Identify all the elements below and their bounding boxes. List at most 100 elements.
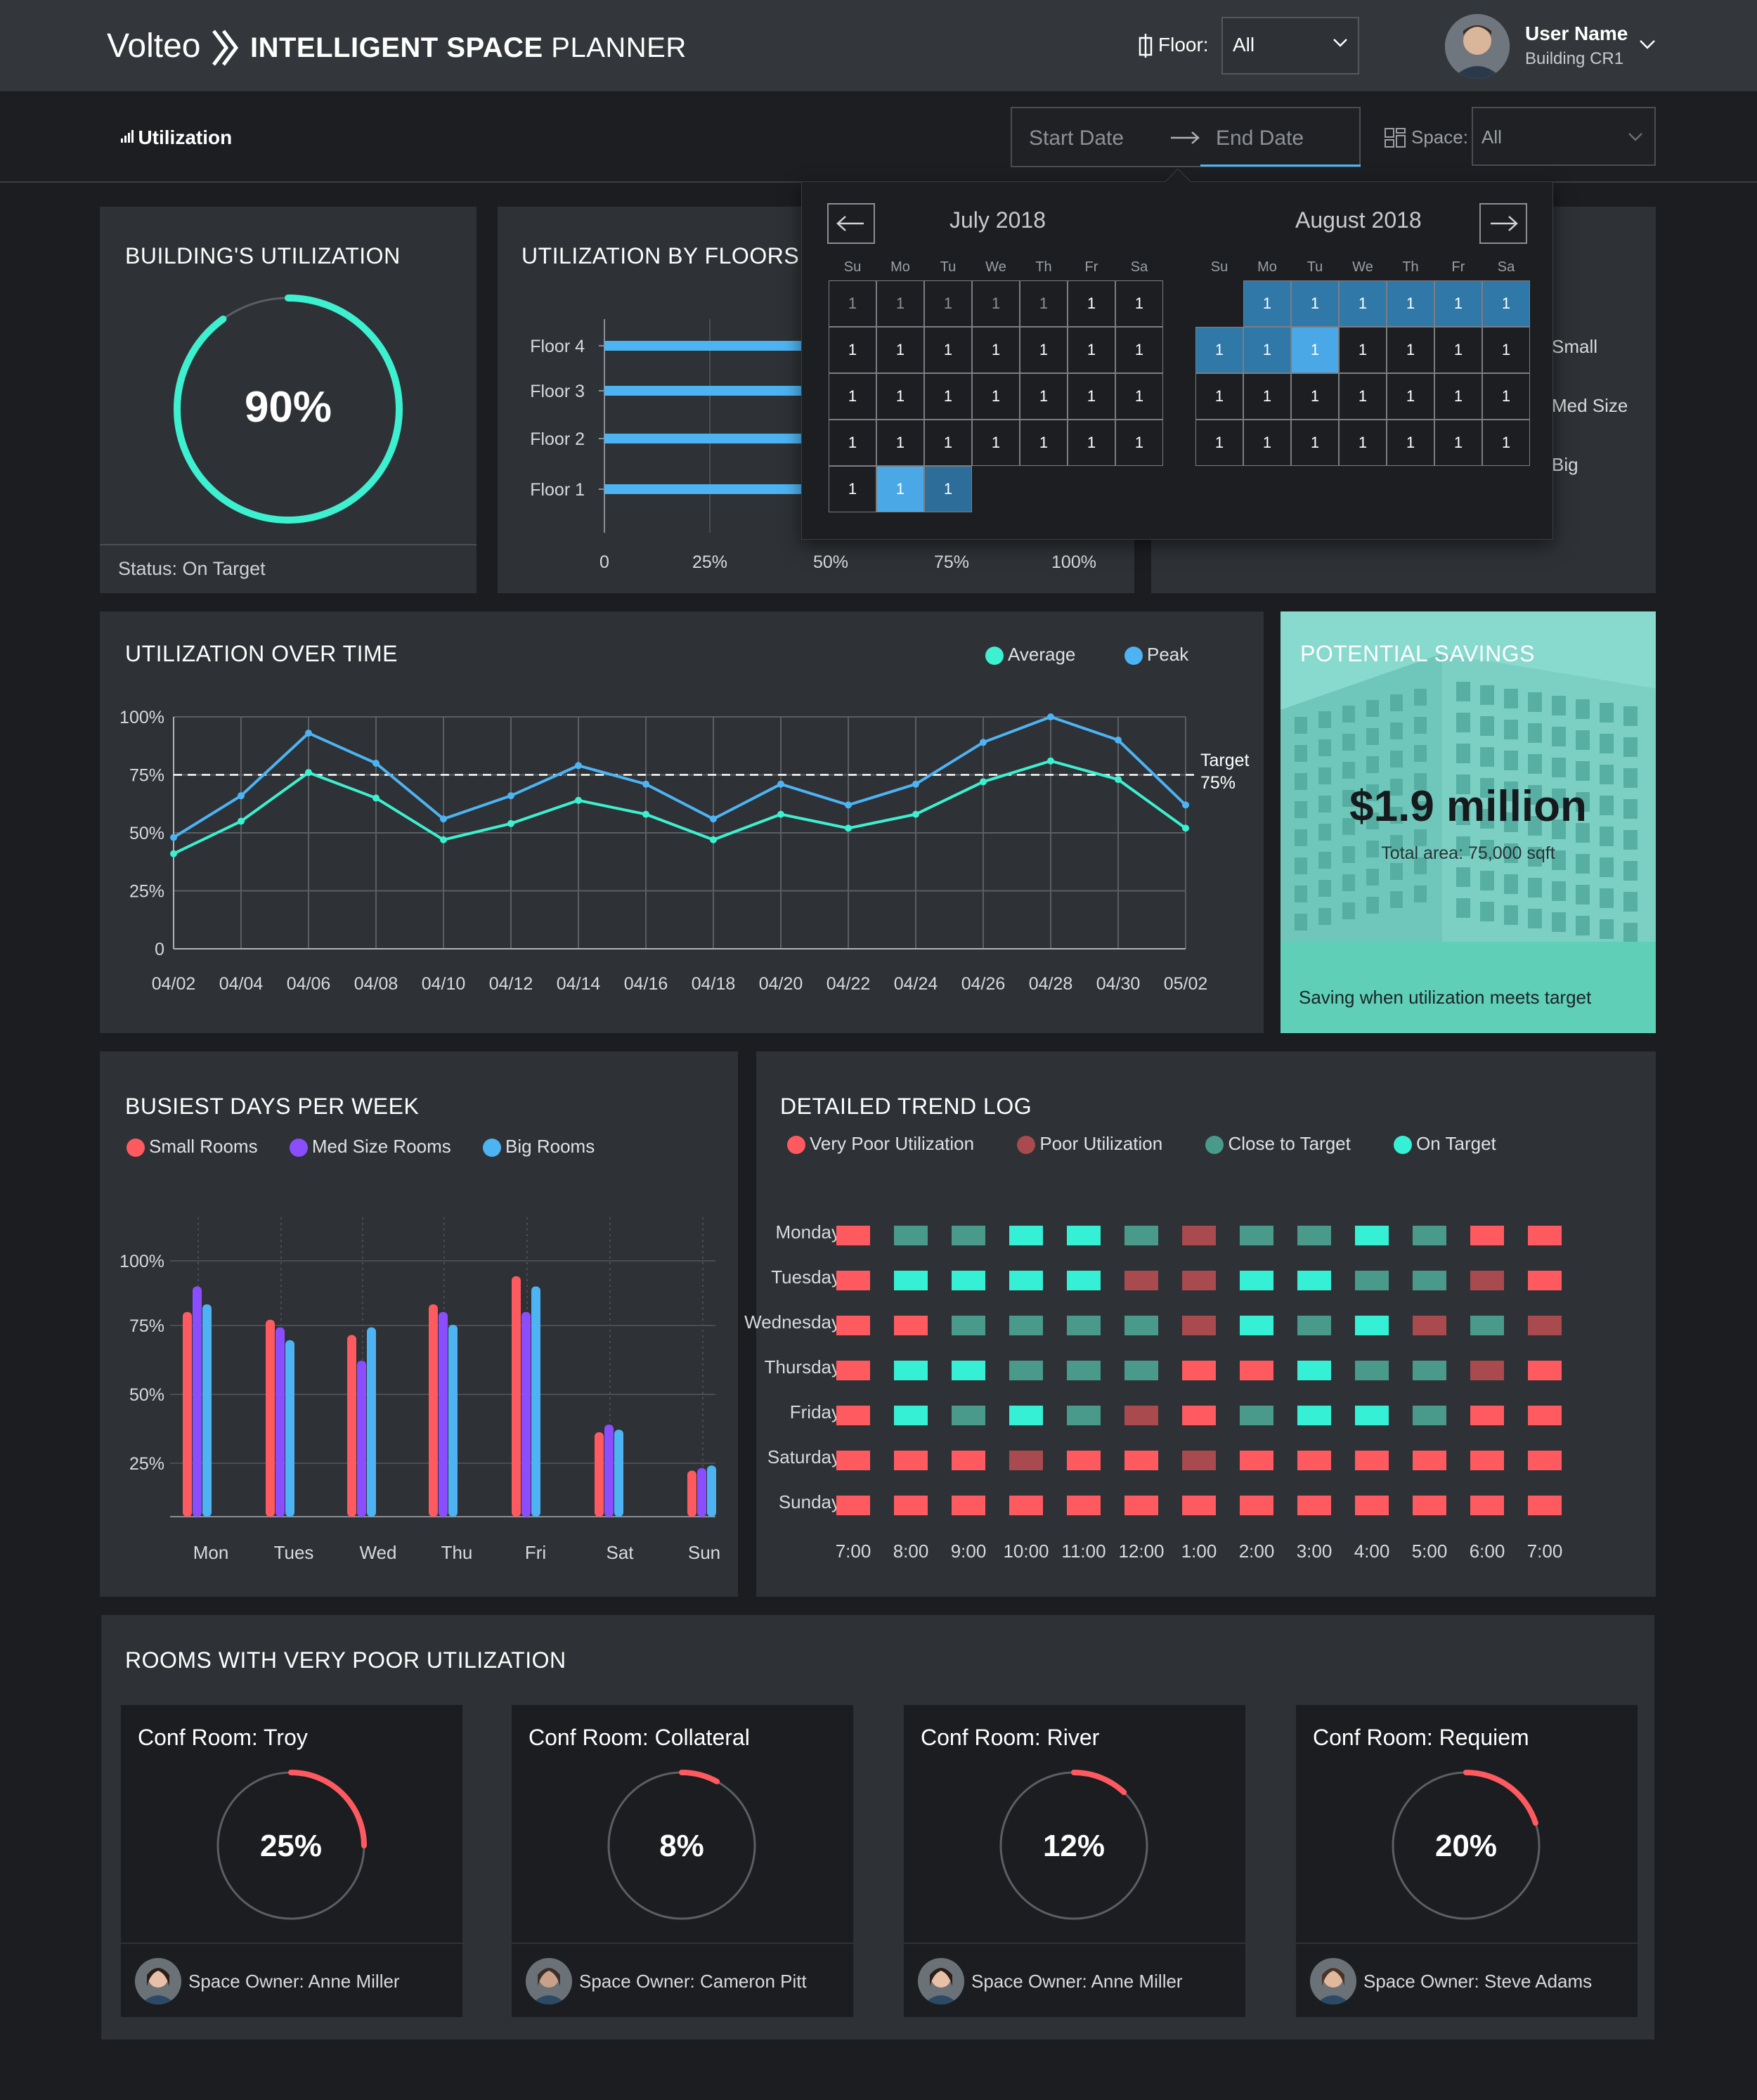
trend-cell[interactable] bbox=[1528, 1406, 1562, 1425]
calendar-day[interactable]: 1 bbox=[972, 420, 1020, 466]
calendar-day[interactable]: 1 bbox=[1387, 280, 1434, 327]
trend-cell[interactable] bbox=[1413, 1226, 1446, 1245]
calendar-day[interactable]: 1 bbox=[1482, 373, 1530, 420]
data-point[interactable] bbox=[642, 780, 649, 788]
calendar-day[interactable]: 1 bbox=[1387, 373, 1434, 420]
bar-wed[interactable] bbox=[357, 1360, 366, 1517]
trend-cell[interactable] bbox=[1182, 1226, 1216, 1245]
trend-cell[interactable] bbox=[1124, 1271, 1158, 1290]
data-point[interactable] bbox=[845, 824, 852, 832]
trend-cell[interactable] bbox=[1067, 1406, 1101, 1425]
data-point[interactable] bbox=[710, 815, 717, 823]
trend-cell[interactable] bbox=[1182, 1496, 1216, 1515]
data-point[interactable] bbox=[912, 780, 919, 788]
calendar-day[interactable]: 1 bbox=[1068, 280, 1115, 327]
trend-cell[interactable] bbox=[1355, 1496, 1389, 1515]
data-point[interactable] bbox=[238, 792, 245, 800]
trend-cell[interactable] bbox=[1124, 1496, 1158, 1515]
bar-thu[interactable] bbox=[429, 1304, 438, 1517]
trend-cell[interactable] bbox=[1124, 1406, 1158, 1425]
calendar-day[interactable]: 1 bbox=[1291, 327, 1339, 373]
poor-room-card[interactable]: Conf Room: Troy 25% Space Owner: Anne Mill… bbox=[121, 1705, 462, 2017]
calendar-day[interactable]: 1 bbox=[829, 280, 876, 327]
trend-cell[interactable] bbox=[1240, 1496, 1273, 1515]
trend-cell[interactable] bbox=[1413, 1271, 1446, 1290]
poor-room-card[interactable]: Conf Room: Collateral 8% Space Owner: Came… bbox=[512, 1705, 853, 2017]
bar-tues[interactable] bbox=[266, 1319, 275, 1517]
calendar-day[interactable]: 1 bbox=[1020, 373, 1068, 420]
trend-cell[interactable] bbox=[1297, 1451, 1331, 1470]
end-date-input[interactable]: End Date bbox=[1216, 127, 1304, 150]
trend-cell[interactable] bbox=[1470, 1496, 1504, 1515]
owner-avatar[interactable] bbox=[1310, 1958, 1356, 2004]
trend-cell[interactable] bbox=[1470, 1361, 1504, 1380]
trend-cell[interactable] bbox=[1182, 1271, 1216, 1290]
trend-cell[interactable] bbox=[1240, 1316, 1273, 1335]
trend-cell[interactable] bbox=[1297, 1226, 1331, 1245]
trend-cell[interactable] bbox=[836, 1226, 870, 1245]
trend-cell[interactable] bbox=[1124, 1226, 1158, 1245]
trend-cell[interactable] bbox=[952, 1451, 985, 1470]
calendar-day[interactable]: 1 bbox=[1243, 280, 1291, 327]
calendar-day[interactable]: 1 bbox=[1195, 327, 1243, 373]
calendar-day[interactable]: 1 bbox=[1291, 280, 1339, 327]
data-point[interactable] bbox=[980, 778, 987, 786]
trend-cell[interactable] bbox=[1528, 1226, 1562, 1245]
data-point[interactable] bbox=[1047, 757, 1054, 765]
calendar-day[interactable]: 1 bbox=[1387, 327, 1434, 373]
trend-cell[interactable] bbox=[1470, 1271, 1504, 1290]
owner-avatar[interactable] bbox=[918, 1958, 964, 2004]
trend-cell[interactable] bbox=[1413, 1496, 1446, 1515]
trend-cell[interactable] bbox=[1470, 1226, 1504, 1245]
calendar-day[interactable]: 1 bbox=[1482, 420, 1530, 466]
trend-cell[interactable] bbox=[1067, 1271, 1101, 1290]
data-point[interactable] bbox=[305, 769, 312, 777]
next-month-button[interactable] bbox=[1479, 203, 1527, 244]
trend-cell[interactable] bbox=[836, 1496, 870, 1515]
calendar-day[interactable]: 1 bbox=[1115, 280, 1163, 327]
trend-cell[interactable] bbox=[836, 1316, 870, 1335]
trend-cell[interactable] bbox=[1528, 1451, 1562, 1470]
trend-cell[interactable] bbox=[1009, 1271, 1043, 1290]
trend-cell[interactable] bbox=[1182, 1361, 1216, 1380]
trend-cell[interactable] bbox=[1240, 1406, 1273, 1425]
calendar-day[interactable]: 1 bbox=[1243, 420, 1291, 466]
bar-mon[interactable] bbox=[193, 1286, 202, 1517]
bar-wed[interactable] bbox=[347, 1335, 356, 1517]
trend-cell[interactable] bbox=[836, 1451, 870, 1470]
trend-cell[interactable] bbox=[1355, 1226, 1389, 1245]
date-picker-popup[interactable]: July 2018 August 2018 Su Mo Tu We Th Fr Sa 1 1 1 1… bbox=[801, 168, 1553, 540]
calendar-day[interactable]: 1 bbox=[1243, 327, 1291, 373]
calendar-day[interactable]: 1 bbox=[1195, 420, 1243, 466]
trend-cell[interactable] bbox=[1528, 1361, 1562, 1380]
start-date-input[interactable]: Start Date bbox=[1029, 127, 1124, 150]
owner-avatar[interactable] bbox=[135, 1958, 181, 2004]
calendar-day[interactable]: 1 bbox=[1434, 373, 1482, 420]
data-point[interactable] bbox=[440, 815, 447, 823]
data-point[interactable] bbox=[170, 834, 177, 841]
data-point[interactable] bbox=[845, 801, 852, 809]
calendar-day[interactable]: 1 bbox=[829, 420, 876, 466]
calendar-day[interactable]: 1 bbox=[1243, 373, 1291, 420]
floor-select[interactable]: All bbox=[1221, 17, 1359, 74]
trend-cell[interactable] bbox=[952, 1226, 985, 1245]
trend-cell[interactable] bbox=[1297, 1271, 1331, 1290]
calendar-day[interactable]: 1 bbox=[972, 373, 1020, 420]
bar-tues[interactable] bbox=[275, 1327, 285, 1517]
tab-utilization[interactable]: Utilization bbox=[121, 127, 232, 149]
trend-cell[interactable] bbox=[952, 1361, 985, 1380]
data-point[interactable] bbox=[1182, 801, 1189, 809]
trend-cell[interactable] bbox=[1182, 1451, 1216, 1470]
trend-cell[interactable] bbox=[1297, 1361, 1331, 1380]
trend-cell[interactable] bbox=[836, 1271, 870, 1290]
user-menu-chevron-icon[interactable] bbox=[1639, 39, 1656, 54]
poor-room-card[interactable]: Conf Room: River 12% Space Owner: Anne Mil… bbox=[904, 1705, 1245, 2017]
calendar-day[interactable]: 1 bbox=[1068, 373, 1115, 420]
data-point[interactable] bbox=[238, 817, 245, 825]
trend-cell[interactable] bbox=[952, 1496, 985, 1515]
trend-cell[interactable] bbox=[1413, 1361, 1446, 1380]
calendar-day[interactable]: 1 bbox=[876, 466, 924, 512]
trend-cell[interactable] bbox=[1470, 1451, 1504, 1470]
space-select[interactable]: All bbox=[1472, 107, 1656, 166]
calendar-day[interactable]: 1 bbox=[1195, 373, 1243, 420]
